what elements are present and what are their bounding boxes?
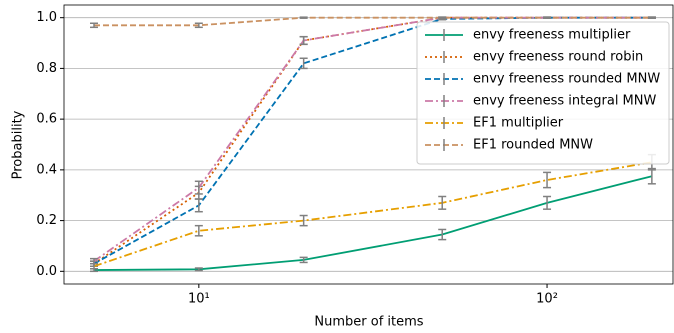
x-axis-label: Number of items bbox=[314, 315, 423, 330]
error-bar bbox=[90, 262, 99, 270]
plot-frame bbox=[63, 4, 674, 285]
error-bar bbox=[194, 180, 203, 195]
error-bar bbox=[194, 198, 203, 213]
legend-label: envy freeness round robin bbox=[473, 50, 643, 65]
error-bar bbox=[299, 16, 308, 19]
series-line bbox=[93, 16, 652, 265]
error-bar bbox=[647, 16, 656, 19]
legend-label: envy freeness integral MNW bbox=[473, 94, 656, 109]
y-tick-label: 0.0 bbox=[36, 264, 57, 279]
y-axis-label: Probability bbox=[11, 110, 26, 179]
x-tick-label: 10¹ bbox=[188, 292, 210, 307]
y-tick-label: 0.8 bbox=[36, 61, 57, 76]
y-tick-label: 0.4 bbox=[36, 162, 57, 177]
error-bar bbox=[438, 228, 447, 241]
error-bar bbox=[299, 57, 308, 70]
legend-label: envy freeness multiplier bbox=[473, 28, 631, 43]
y-tick-label: 1.0 bbox=[36, 10, 57, 25]
error-bar bbox=[299, 214, 308, 227]
error-bar bbox=[543, 16, 552, 19]
series-line bbox=[93, 16, 652, 265]
y-tick-label: 0.6 bbox=[36, 112, 57, 127]
error-bar bbox=[194, 224, 203, 237]
x-tick-label: 10² bbox=[536, 292, 558, 307]
error-bar bbox=[543, 195, 552, 210]
error-bar bbox=[438, 16, 447, 19]
error-bar bbox=[438, 195, 447, 210]
legend-box bbox=[416, 21, 670, 165]
error-bar bbox=[299, 256, 308, 264]
legend-label: envy freeness rounded MNW bbox=[473, 72, 660, 87]
legend-label: EF1 rounded MNW bbox=[473, 138, 593, 153]
y-tick-label: 0.2 bbox=[36, 213, 57, 228]
series-line bbox=[94, 175, 653, 271]
error-bar bbox=[194, 267, 203, 272]
error-bar bbox=[543, 171, 552, 189]
error-bar bbox=[194, 22, 203, 29]
series-line bbox=[93, 161, 653, 268]
legend-label: EF1 multiplier bbox=[473, 116, 564, 131]
error-bar bbox=[90, 22, 99, 29]
error-bar bbox=[299, 35, 308, 46]
series-line bbox=[94, 16, 652, 27]
